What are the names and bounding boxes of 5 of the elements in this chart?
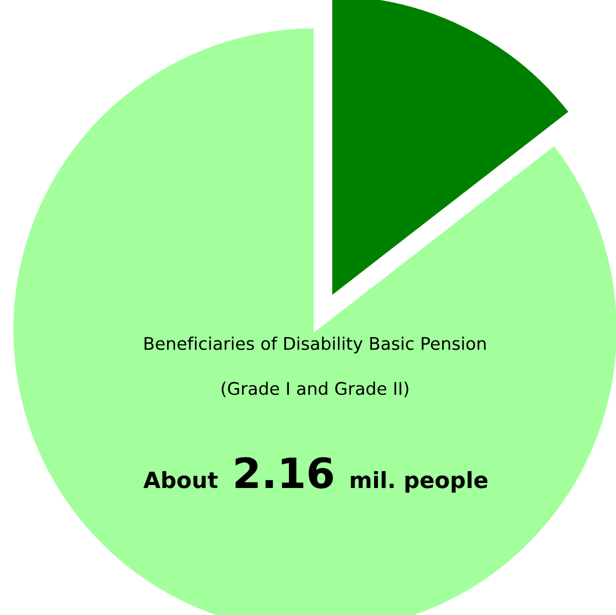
text: mil. people: [350, 471, 488, 493]
text: About: [143, 471, 218, 488]
text: (Grade I and Grade II): [222, 382, 408, 398]
text: Beneficiaries of Disability Basic Pension: [144, 336, 486, 354]
text: 2.16: [236, 457, 333, 489]
